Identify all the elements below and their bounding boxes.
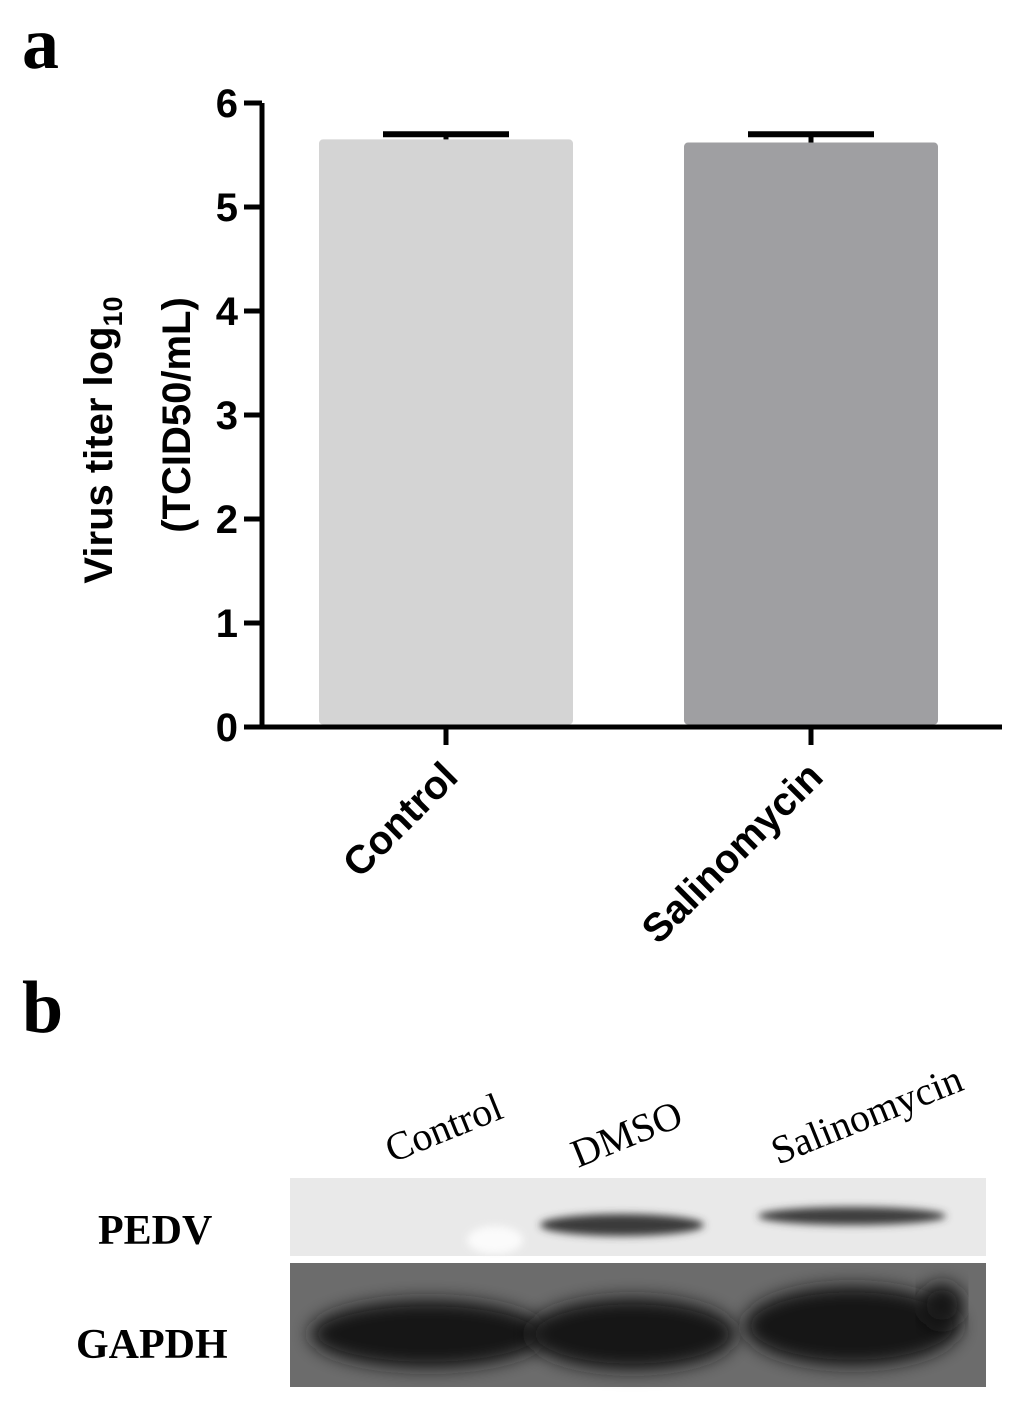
pedv-band-dmso	[540, 1214, 704, 1236]
y-axis	[244, 100, 265, 730]
panel-a-label: a	[22, 3, 59, 85]
bar-chart: 0 1 2 3 4 5 6 Control Salinomycin Virus titer l…	[77, 82, 1002, 952]
y-axis-label-subscript: 10	[98, 296, 128, 326]
y-tick-label-0: 0	[216, 706, 238, 750]
gapdh-band-dmso	[528, 1298, 736, 1370]
y-axis-label-main: Virus titer log	[77, 326, 121, 583]
lane-label-control: Control	[379, 1084, 509, 1172]
y-tick-label-5: 5	[216, 186, 238, 230]
error-bars-group	[383, 131, 874, 143]
y-axis-label-unit: (TCID50/mL)	[155, 297, 199, 533]
x-axis	[259, 724, 1002, 745]
row-label-pedv: PEDV	[98, 1208, 212, 1254]
row-label-gapdh: GAPDH	[76, 1322, 228, 1368]
gapdh-band-control	[310, 1300, 546, 1368]
y-tick-label-4: 4	[216, 290, 239, 334]
y-tick-label-3: 3	[216, 394, 238, 438]
x-tick-label-salinomycin: Salinomycin	[634, 754, 832, 952]
pedv-blot-strip	[290, 1178, 986, 1256]
y-tick-label-6: 6	[216, 82, 238, 126]
y-tick-label-2: 2	[216, 498, 238, 542]
y-axis-label: Virus titer log10	[77, 296, 128, 583]
bar-salinomycin	[684, 142, 938, 725]
panel-b-label: b	[22, 967, 63, 1049]
bars-group	[319, 139, 938, 725]
x-tick-label-control: Control	[335, 754, 467, 886]
y-tick-label-1: 1	[216, 602, 238, 646]
gapdh-blot-strip	[290, 1263, 986, 1387]
y-tick-labels: 0 1 2 3 4 5 6	[216, 82, 239, 750]
western-blot: Control DMSO Salinomycin PEDV GAPDH	[76, 1056, 986, 1387]
bar-control	[319, 139, 573, 725]
x-tick-labels: Control Salinomycin	[335, 754, 832, 952]
lane-label-salinomycin: Salinomycin	[765, 1056, 969, 1173]
gapdh-band-salinomycin	[744, 1286, 960, 1366]
pedv-band-salinomycin	[758, 1207, 946, 1225]
lane-label-dmso: DMSO	[565, 1091, 689, 1176]
